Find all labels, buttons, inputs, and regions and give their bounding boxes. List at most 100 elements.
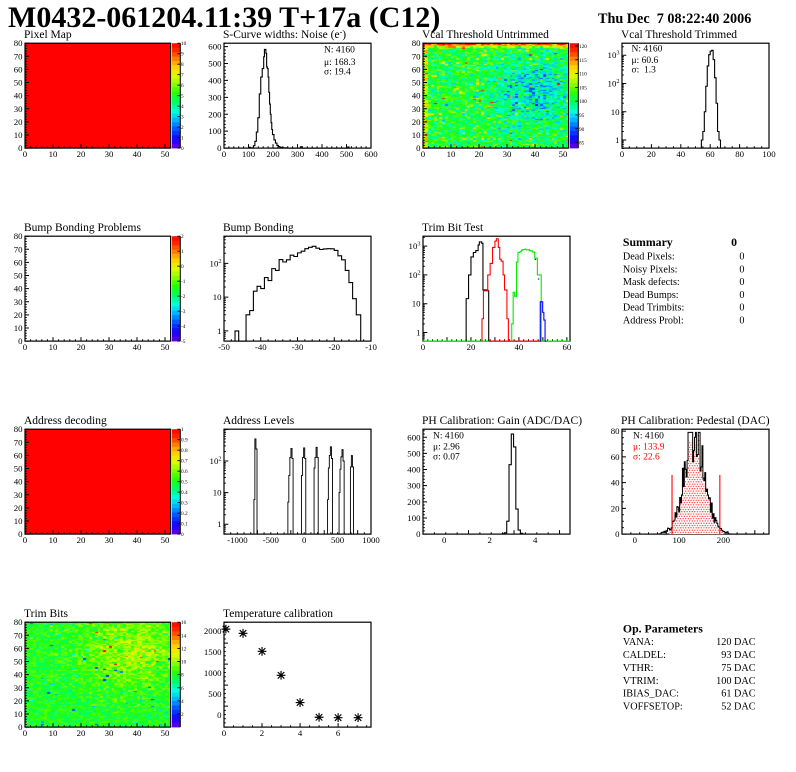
svg-text:Dead Pixels:: Dead Pixels:	[623, 252, 675, 263]
svg-text:80: 80	[14, 38, 23, 48]
svg-text:95: 95	[579, 113, 585, 119]
svg-text:0.5: 0.5	[181, 480, 188, 486]
svg-text:PH Calibration: Pedestal (DAC): PH Calibration: Pedestal (DAC)	[621, 415, 770, 427]
svg-text:Vcal Threshold Untrimmed: Vcal Threshold Untrimmed	[422, 29, 549, 41]
svg-text:0: 0	[181, 146, 184, 152]
svg-text:4: 4	[298, 728, 303, 738]
svg-text:0.9: 0.9	[181, 438, 188, 444]
svg-text:Vcal Threshold Trimmed: Vcal Threshold Trimmed	[621, 29, 737, 41]
svg-text:10: 10	[412, 130, 421, 140]
svg-text:103: 103	[409, 241, 421, 252]
svg-text:50: 50	[559, 149, 568, 159]
svg-text:90: 90	[579, 127, 585, 133]
svg-text:-4: -4	[181, 324, 186, 330]
svg-text:0: 0	[615, 529, 620, 539]
svg-text:1000: 1000	[204, 668, 222, 678]
svg-text:60: 60	[14, 643, 23, 653]
svg-text:40: 40	[133, 535, 142, 545]
svg-text:0: 0	[739, 290, 744, 301]
svg-text:100: 100	[242, 149, 256, 159]
svg-text:Address decoding: Address decoding	[24, 415, 107, 427]
svg-text:10: 10	[213, 292, 222, 302]
svg-text:10: 10	[49, 149, 58, 159]
svg-text:500: 500	[208, 689, 222, 699]
svg-text:μ: 133.9: μ: 133.9	[633, 443, 665, 453]
svg-text:20: 20	[14, 503, 23, 513]
svg-text:0: 0	[739, 252, 744, 263]
svg-text:4: 4	[181, 104, 184, 110]
svg-text:0: 0	[18, 143, 23, 153]
svg-text:1000: 1000	[362, 535, 380, 545]
svg-text:500: 500	[340, 149, 354, 159]
svg-text:0: 0	[739, 264, 744, 275]
svg-text:103: 103	[608, 50, 620, 61]
svg-text:40: 40	[14, 670, 23, 680]
svg-text:6: 6	[336, 728, 341, 738]
svg-text:1: 1	[217, 326, 221, 336]
svg-text:0: 0	[442, 535, 447, 545]
svg-text:0: 0	[23, 149, 28, 159]
svg-text:Bump Bonding Problems: Bump Bonding Problems	[24, 222, 141, 234]
svg-text:100: 100	[762, 149, 776, 159]
svg-text:Bump Bonding: Bump Bonding	[223, 222, 294, 234]
svg-text:20: 20	[475, 149, 484, 159]
svg-text:20: 20	[412, 117, 421, 127]
svg-text:2: 2	[487, 535, 491, 545]
svg-text:100 DAC: 100 DAC	[716, 676, 756, 687]
svg-text:14: 14	[181, 633, 187, 639]
svg-text:10: 10	[181, 660, 187, 666]
svg-text:10: 10	[14, 323, 23, 333]
svg-text:61 DAC: 61 DAC	[721, 689, 755, 700]
svg-text:115: 115	[579, 58, 587, 64]
svg-text:1: 1	[181, 136, 184, 142]
svg-text:30: 30	[14, 297, 23, 307]
svg-text:2: 2	[181, 712, 184, 718]
svg-text:2: 2	[181, 234, 184, 240]
svg-text:30: 30	[14, 683, 23, 693]
svg-text:-50: -50	[218, 342, 230, 352]
svg-text:-30: -30	[292, 342, 304, 352]
svg-text:50: 50	[14, 271, 23, 281]
svg-text:40: 40	[133, 149, 142, 159]
svg-text:52 DAC: 52 DAC	[721, 702, 755, 713]
svg-text:10: 10	[14, 516, 23, 526]
svg-text:40: 40	[676, 149, 685, 159]
svg-text:10: 10	[49, 535, 58, 545]
svg-text:8: 8	[181, 673, 184, 679]
svg-text:10: 10	[412, 299, 421, 309]
svg-text:110: 110	[579, 72, 587, 78]
svg-text:0: 0	[731, 235, 737, 249]
svg-text:N: 4160: N: 4160	[433, 431, 464, 441]
svg-text:20: 20	[14, 310, 23, 320]
svg-text:120 DAC: 120 DAC	[716, 637, 756, 648]
svg-text:-20: -20	[328, 342, 340, 352]
svg-text:200: 200	[717, 535, 731, 545]
svg-text:30: 30	[14, 104, 23, 114]
svg-text:80: 80	[735, 149, 744, 159]
svg-text:30: 30	[105, 535, 114, 545]
svg-text:0: 0	[18, 336, 23, 346]
svg-text:16: 16	[181, 620, 187, 626]
svg-text:50: 50	[14, 657, 23, 667]
svg-text:20: 20	[77, 535, 86, 545]
svg-text:0.6: 0.6	[181, 469, 188, 475]
svg-text:10: 10	[49, 728, 58, 738]
svg-text:0: 0	[416, 143, 421, 153]
svg-text:80: 80	[412, 38, 421, 48]
svg-text:0: 0	[18, 722, 23, 732]
svg-text:60: 60	[611, 452, 620, 462]
svg-text:50: 50	[161, 535, 170, 545]
svg-text:VANA:: VANA:	[623, 637, 654, 648]
svg-text:40: 40	[14, 284, 23, 294]
svg-text:0: 0	[633, 535, 638, 545]
svg-text:-500: -500	[263, 535, 280, 545]
svg-text:4: 4	[533, 535, 538, 545]
svg-text:0: 0	[181, 532, 184, 538]
svg-text:40: 40	[531, 149, 540, 159]
svg-text:10: 10	[447, 149, 456, 159]
svg-text:20: 20	[14, 117, 23, 127]
svg-text:100: 100	[579, 99, 587, 105]
svg-text:0: 0	[416, 529, 421, 539]
svg-text:300: 300	[208, 92, 222, 102]
svg-text:0.8: 0.8	[181, 448, 188, 454]
